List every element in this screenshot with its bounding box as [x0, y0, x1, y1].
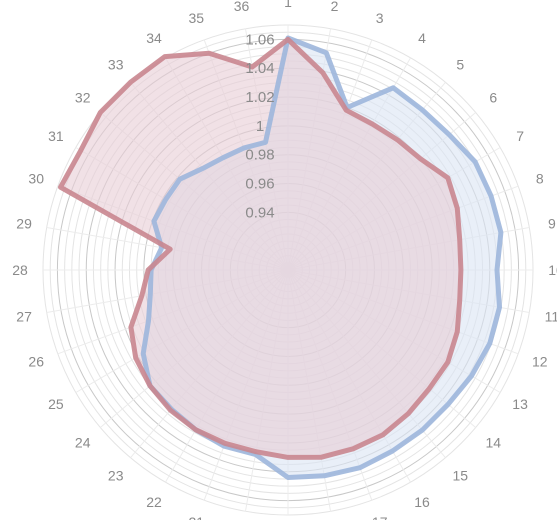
- category-label: 34: [146, 30, 162, 46]
- category-label: 29: [16, 216, 32, 232]
- category-label: 8: [536, 170, 544, 186]
- radial-tick-label: 0.98: [245, 147, 274, 164]
- category-label: 11: [545, 309, 557, 325]
- series-2-line: [58, 36, 464, 460]
- radial-tick-labels: 0.94 0.96 0.98 1 1.02 1.04 1.06: [245, 31, 274, 221]
- category-label: 31: [48, 128, 64, 144]
- radial-tick-label: 1.04: [245, 60, 274, 77]
- radar-series: [58, 35, 504, 480]
- category-label: 35: [189, 10, 205, 26]
- radial-tick-label: 0.96: [245, 176, 274, 193]
- category-label: 27: [16, 309, 32, 325]
- radial-tick-label: 1: [256, 118, 264, 135]
- category-label: 13: [512, 396, 528, 412]
- category-label: 17: [372, 514, 388, 520]
- radial-tick-label: 1.02: [245, 89, 274, 106]
- radial-tick-label: 0.94: [245, 204, 274, 221]
- radial-tick-label: 1.06: [245, 31, 274, 48]
- category-label: 21: [189, 514, 205, 520]
- category-label: 36: [234, 0, 250, 14]
- category-label: 2: [331, 0, 339, 14]
- category-label: 12: [532, 354, 548, 370]
- category-label: 3: [376, 10, 384, 26]
- category-label: 24: [75, 434, 91, 450]
- category-label: 30: [28, 170, 44, 186]
- category-label: 25: [48, 396, 64, 412]
- category-label: 14: [486, 434, 502, 450]
- category-label: 33: [108, 57, 124, 73]
- category-label: 5: [456, 57, 464, 73]
- series-2-area: [60, 39, 461, 458]
- category-label: 32: [75, 90, 91, 106]
- category-label: 10: [548, 262, 557, 278]
- category-label: 28: [12, 262, 28, 278]
- category-label: 15: [453, 467, 469, 483]
- category-label: 22: [146, 494, 162, 510]
- category-label: 6: [489, 90, 497, 106]
- category-label: 4: [418, 30, 426, 46]
- series-1-line: [140, 35, 504, 480]
- category-label: 26: [28, 354, 44, 370]
- category-labels: 1234567891011121314151617181920212223242…: [12, 0, 557, 520]
- category-label: 23: [108, 467, 124, 483]
- category-label: 9: [548, 216, 556, 232]
- category-label: 1: [284, 0, 292, 10]
- category-label: 7: [516, 128, 524, 144]
- category-label: 16: [414, 494, 430, 510]
